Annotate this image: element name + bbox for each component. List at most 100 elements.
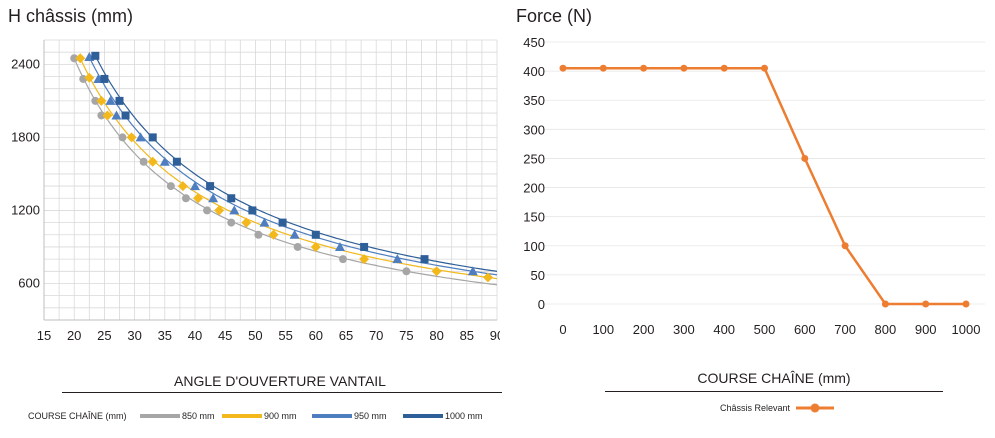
series-1-point <box>102 110 113 121</box>
y-tick-label: 200 <box>523 181 545 196</box>
series-point <box>680 64 688 72</box>
series-0-point <box>166 182 175 191</box>
x-tick-label: 800 <box>875 322 897 337</box>
x-tick-label: 100 <box>592 322 614 337</box>
series-1-trend-line <box>79 58 498 280</box>
series-0-point <box>254 230 263 239</box>
series-0-point <box>227 218 236 227</box>
series-3-point <box>115 96 124 105</box>
series-2-point <box>111 110 122 120</box>
series-0-point <box>203 206 212 215</box>
series-3-point <box>121 111 130 120</box>
x-tick-label: 500 <box>754 322 776 337</box>
right-chart-xlabel: COURSE CHAÎNE (mm) <box>697 370 851 386</box>
series-3-point <box>172 157 181 166</box>
y-tick-label: 450 <box>523 35 545 50</box>
x-tick-label: 300 <box>673 322 695 337</box>
legend-label-1: 900 mm <box>264 411 297 421</box>
series-2-point <box>392 254 403 264</box>
series-0-point <box>402 267 411 276</box>
left-chart-xlabel-rule <box>62 392 502 393</box>
y-tick-label: 250 <box>523 151 545 166</box>
x-tick-label: 35 <box>158 328 172 343</box>
x-tick-label: 50 <box>248 328 262 343</box>
x-tick-label: 0 <box>559 322 566 337</box>
series-3-point <box>420 255 429 264</box>
series-0-point <box>70 54 79 63</box>
series-0-point <box>293 242 302 251</box>
series-1-point <box>482 272 493 283</box>
series-3-point <box>148 133 157 142</box>
series-1-point <box>177 181 188 192</box>
series-2-point <box>159 156 170 166</box>
series-point <box>881 300 889 308</box>
x-tick-label: 60 <box>309 328 323 343</box>
x-tick-label: 75 <box>399 328 413 343</box>
x-tick-label: 400 <box>713 322 735 337</box>
legend-label: Châssis Relevant <box>720 403 791 413</box>
series-point <box>640 64 648 72</box>
series-point <box>922 300 930 308</box>
legend-swatch-point <box>810 403 820 413</box>
series-line <box>563 66 966 306</box>
y-tick-label: 0 <box>538 297 545 312</box>
x-tick-label: 45 <box>218 328 232 343</box>
x-tick-label: 65 <box>339 328 353 343</box>
series-2-point <box>259 217 270 227</box>
series-2-point <box>190 181 200 191</box>
left-chart-title: H châssis (mm) <box>8 6 133 26</box>
right-chart-title: Force (N) <box>516 6 592 26</box>
series-point <box>720 64 728 72</box>
series-point <box>841 242 849 250</box>
legend-label-0: 850 mm <box>182 411 215 421</box>
series-0-point <box>139 157 148 166</box>
y-tick-label: 600 <box>18 275 40 290</box>
series-3-point <box>360 242 369 251</box>
x-tick-label: 40 <box>188 328 202 343</box>
series-3-point <box>91 51 100 60</box>
series-2-point <box>334 241 345 251</box>
series-0-point <box>91 96 100 105</box>
series-1-point <box>193 193 204 204</box>
x-tick-label: 55 <box>278 328 292 343</box>
series-0-point <box>181 194 190 203</box>
series-point <box>599 64 607 72</box>
series-1-point <box>214 205 225 216</box>
left-chart-legend: COURSE CHAÎNE (mm) <box>28 411 127 421</box>
series-1-point <box>431 266 442 277</box>
series-2-point <box>229 205 240 215</box>
x-tick-label: 200 <box>633 322 655 337</box>
x-tick-label: 600 <box>794 322 816 337</box>
x-tick-label: 25 <box>97 328 111 343</box>
series-3-point <box>248 206 257 215</box>
series-3-point <box>206 182 215 191</box>
series-point <box>801 154 809 162</box>
x-tick-label: 85 <box>460 328 474 343</box>
legend-title: COURSE CHAÎNE (mm) <box>28 411 127 421</box>
y-tick-label: 350 <box>523 93 545 108</box>
series-2-point <box>467 266 478 276</box>
x-tick-label: 90 <box>490 328 500 343</box>
series-2-point <box>289 229 300 239</box>
series-point <box>761 64 768 72</box>
series-point <box>962 300 970 308</box>
legend-label-2: 950 mm <box>354 411 387 421</box>
x-tick-label: 70 <box>369 328 383 343</box>
series-2-point <box>105 95 116 105</box>
y-tick-label: 150 <box>523 210 545 225</box>
right-chart-plot: 0 50 100 150 200 250 300 350 400 450 0 100 200 300 400… <box>523 35 985 337</box>
series-1-point <box>96 95 107 106</box>
series-1-point <box>126 132 137 143</box>
y-tick-label: 300 <box>523 122 545 137</box>
legend-label-3: 1000 mm <box>445 411 483 421</box>
y-tick-label: 1800 <box>11 129 40 144</box>
series-1-point <box>241 217 252 228</box>
x-tick-label: 15 <box>37 328 51 343</box>
series-3-point <box>227 194 236 203</box>
y-tick-label: 2400 <box>11 56 40 71</box>
y-tick-label: 100 <box>523 239 545 254</box>
series-3-point <box>100 74 109 83</box>
series-point <box>559 64 567 72</box>
series-0-point <box>97 111 106 120</box>
x-tick-label: 20 <box>67 328 81 343</box>
